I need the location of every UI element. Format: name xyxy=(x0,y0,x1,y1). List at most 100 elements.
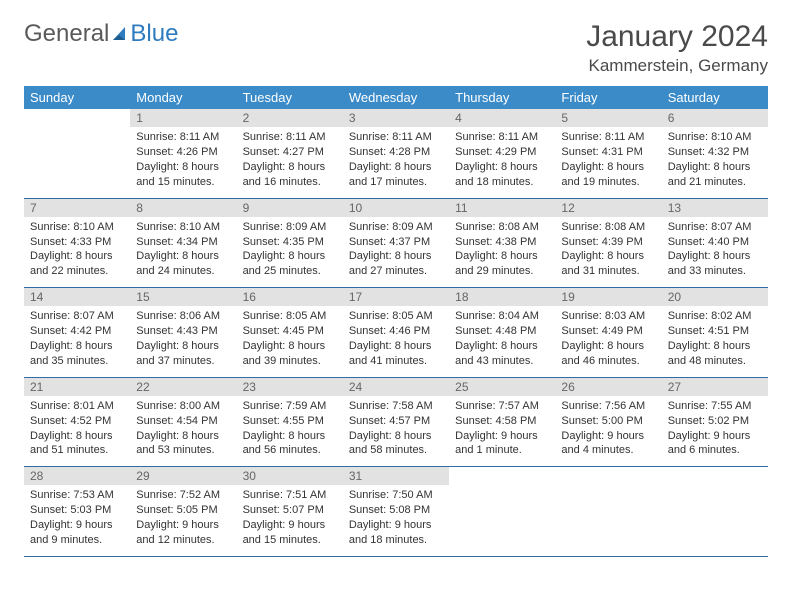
sunrise-text: Sunrise: 8:11 AM xyxy=(136,130,230,145)
sunrise-text: Sunrise: 8:11 AM xyxy=(561,130,655,145)
sunrise-text: Sunrise: 8:03 AM xyxy=(561,309,655,324)
sunrise-text: Sunrise: 8:06 AM xyxy=(136,309,230,324)
day-cell: 30Sunrise: 7:51 AMSunset: 5:07 PMDayligh… xyxy=(237,467,343,556)
sunset-text: Sunset: 4:57 PM xyxy=(349,414,443,429)
location-label: Kammerstein, Germany xyxy=(586,56,768,76)
daylight-text: Daylight: 9 hours xyxy=(349,518,443,533)
daylight-text: and 18 minutes. xyxy=(349,533,443,548)
daylight-text: Daylight: 8 hours xyxy=(136,249,230,264)
daylight-text: and 37 minutes. xyxy=(136,354,230,369)
day-number: 16 xyxy=(237,288,343,306)
day-header-cell: Wednesday xyxy=(343,86,449,109)
sunset-text: Sunset: 4:28 PM xyxy=(349,145,443,160)
day-header-row: Sunday Monday Tuesday Wednesday Thursday… xyxy=(24,86,768,109)
title-block: January 2024 Kammerstein, Germany xyxy=(586,20,768,76)
sunrise-text: Sunrise: 8:08 AM xyxy=(561,220,655,235)
day-number: 11 xyxy=(449,199,555,217)
day-number: 30 xyxy=(237,467,343,485)
daylight-text: Daylight: 9 hours xyxy=(561,429,655,444)
day-header-cell: Tuesday xyxy=(237,86,343,109)
sunrise-text: Sunrise: 7:51 AM xyxy=(243,488,337,503)
logo-text-2: Blue xyxy=(130,20,178,48)
sunrise-text: Sunrise: 8:07 AM xyxy=(30,309,124,324)
sunset-text: Sunset: 4:39 PM xyxy=(561,235,655,250)
day-number: 4 xyxy=(449,109,555,127)
sunset-text: Sunset: 4:46 PM xyxy=(349,324,443,339)
calendar-week: 7Sunrise: 8:10 AMSunset: 4:33 PMDaylight… xyxy=(24,199,768,289)
day-number: 12 xyxy=(555,199,661,217)
daylight-text: Daylight: 8 hours xyxy=(349,339,443,354)
daylight-text: and 15 minutes. xyxy=(243,533,337,548)
day-number: 25 xyxy=(449,378,555,396)
calendar-week: 14Sunrise: 8:07 AMSunset: 4:42 PMDayligh… xyxy=(24,288,768,378)
day-cell: 7Sunrise: 8:10 AMSunset: 4:33 PMDaylight… xyxy=(24,199,130,288)
daylight-text: and 53 minutes. xyxy=(136,443,230,458)
daylight-text: Daylight: 8 hours xyxy=(136,429,230,444)
calendar-week: 21Sunrise: 8:01 AMSunset: 4:52 PMDayligh… xyxy=(24,378,768,468)
day-header-cell: Thursday xyxy=(449,86,555,109)
day-number: 9 xyxy=(237,199,343,217)
sunset-text: Sunset: 4:42 PM xyxy=(30,324,124,339)
sunset-text: Sunset: 4:33 PM xyxy=(30,235,124,250)
day-number: 28 xyxy=(24,467,130,485)
daylight-text: and 33 minutes. xyxy=(668,264,762,279)
sunrise-text: Sunrise: 7:57 AM xyxy=(455,399,549,414)
day-cell: 8Sunrise: 8:10 AMSunset: 4:34 PMDaylight… xyxy=(130,199,236,288)
day-cell: 28Sunrise: 7:53 AMSunset: 5:03 PMDayligh… xyxy=(24,467,130,556)
sunrise-text: Sunrise: 7:56 AM xyxy=(561,399,655,414)
sunset-text: Sunset: 4:26 PM xyxy=(136,145,230,160)
daylight-text: Daylight: 8 hours xyxy=(349,429,443,444)
daylight-text: and 48 minutes. xyxy=(668,354,762,369)
daylight-text: Daylight: 8 hours xyxy=(243,160,337,175)
daylight-text: Daylight: 8 hours xyxy=(30,339,124,354)
daylight-text: Daylight: 8 hours xyxy=(455,339,549,354)
day-number: 26 xyxy=(555,378,661,396)
daylight-text: and 39 minutes. xyxy=(243,354,337,369)
daylight-text: and 19 minutes. xyxy=(561,175,655,190)
daylight-text: Daylight: 9 hours xyxy=(30,518,124,533)
day-number: 19 xyxy=(555,288,661,306)
day-number: 20 xyxy=(662,288,768,306)
daylight-text: and 31 minutes. xyxy=(561,264,655,279)
sunrise-text: Sunrise: 8:10 AM xyxy=(30,220,124,235)
sunrise-text: Sunrise: 7:53 AM xyxy=(30,488,124,503)
calendar-week: 28Sunrise: 7:53 AMSunset: 5:03 PMDayligh… xyxy=(24,467,768,557)
sunrise-text: Sunrise: 7:50 AM xyxy=(349,488,443,503)
sunset-text: Sunset: 4:51 PM xyxy=(668,324,762,339)
day-cell: 27Sunrise: 7:55 AMSunset: 5:02 PMDayligh… xyxy=(662,378,768,467)
day-cell xyxy=(555,467,661,556)
day-number: 18 xyxy=(449,288,555,306)
daylight-text: and 1 minute. xyxy=(455,443,549,458)
day-header-cell: Monday xyxy=(130,86,236,109)
day-header-cell: Saturday xyxy=(662,86,768,109)
day-cell xyxy=(24,109,130,198)
daylight-text: Daylight: 9 hours xyxy=(668,429,762,444)
sunrise-text: Sunrise: 8:05 AM xyxy=(349,309,443,324)
daylight-text: Daylight: 8 hours xyxy=(668,339,762,354)
sunrise-text: Sunrise: 8:08 AM xyxy=(455,220,549,235)
day-number: 3 xyxy=(343,109,449,127)
daylight-text: and 15 minutes. xyxy=(136,175,230,190)
day-header-cell: Sunday xyxy=(24,86,130,109)
logo-text-1: General xyxy=(24,20,109,48)
daylight-text: and 21 minutes. xyxy=(668,175,762,190)
sunset-text: Sunset: 4:32 PM xyxy=(668,145,762,160)
daylight-text: Daylight: 8 hours xyxy=(561,249,655,264)
daylight-text: and 9 minutes. xyxy=(30,533,124,548)
day-cell: 23Sunrise: 7:59 AMSunset: 4:55 PMDayligh… xyxy=(237,378,343,467)
daylight-text: Daylight: 8 hours xyxy=(561,160,655,175)
day-cell: 20Sunrise: 8:02 AMSunset: 4:51 PMDayligh… xyxy=(662,288,768,377)
day-number: 29 xyxy=(130,467,236,485)
day-cell: 19Sunrise: 8:03 AMSunset: 4:49 PMDayligh… xyxy=(555,288,661,377)
daylight-text: Daylight: 8 hours xyxy=(30,249,124,264)
sunset-text: Sunset: 5:05 PM xyxy=(136,503,230,518)
daylight-text: and 22 minutes. xyxy=(30,264,124,279)
day-number: 17 xyxy=(343,288,449,306)
day-number: 14 xyxy=(24,288,130,306)
sunrise-text: Sunrise: 8:07 AM xyxy=(668,220,762,235)
daylight-text: and 25 minutes. xyxy=(243,264,337,279)
sunrise-text: Sunrise: 8:10 AM xyxy=(136,220,230,235)
calendar-week: 1Sunrise: 8:11 AMSunset: 4:26 PMDaylight… xyxy=(24,109,768,199)
day-cell: 14 Sunrise: 8:07 AMSunset: 4:42 PMDayligh… xyxy=(24,288,130,377)
daylight-text: and 24 minutes. xyxy=(136,264,230,279)
